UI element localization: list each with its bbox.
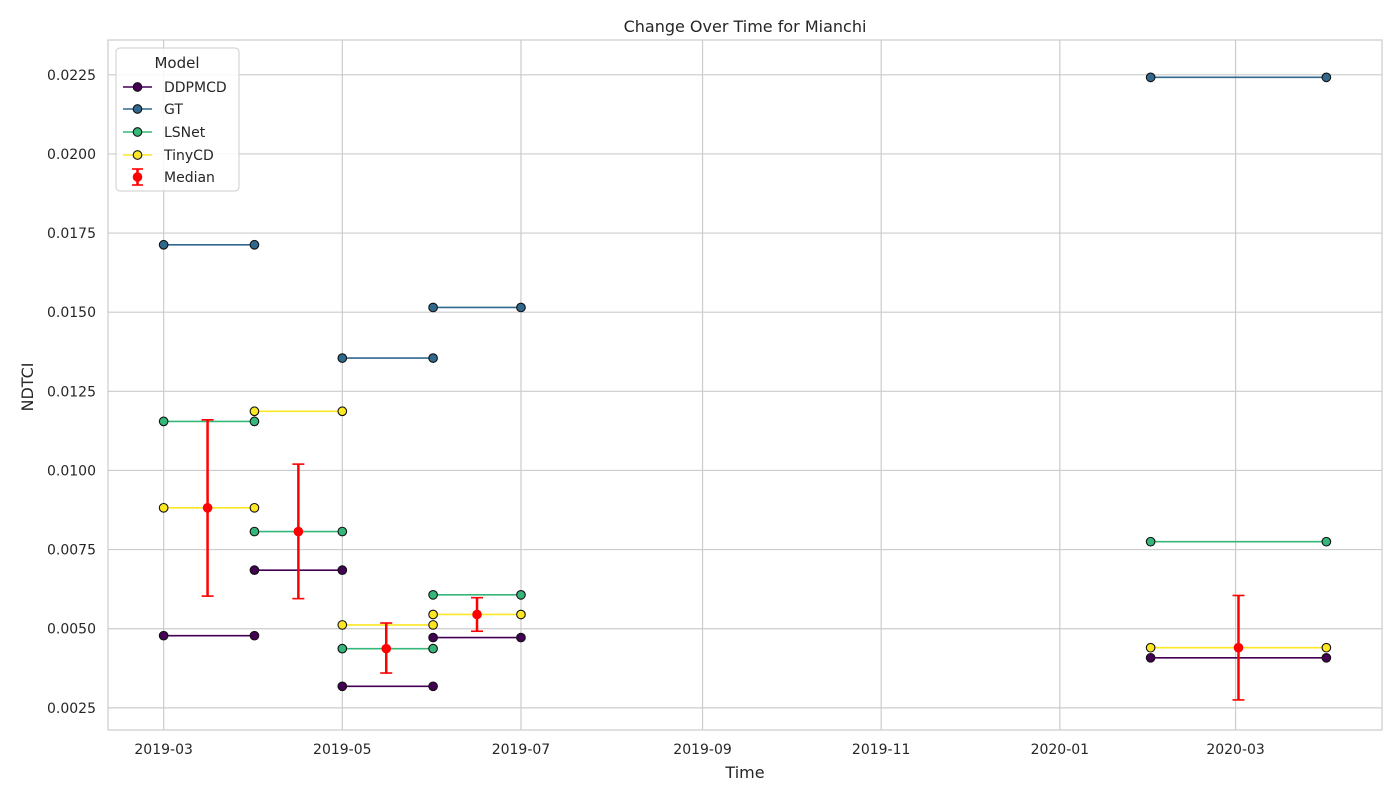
- median-errorbar: [201, 419, 214, 597]
- y-tick-label: 0.0125: [47, 384, 96, 400]
- legend-marker-gt: [132, 104, 143, 114]
- x-tick-label: 2020-01: [1031, 742, 1090, 758]
- series-tinycd: [158, 406, 1332, 653]
- lsnet-point: [158, 416, 169, 427]
- chart-title: Change Over Time for Mianchi: [624, 17, 867, 36]
- median-layer: [201, 419, 1245, 701]
- median-errorbar: [1232, 594, 1245, 701]
- tinycd-point: [516, 609, 526, 620]
- tinycd-point: [337, 620, 348, 630]
- lsnet-point: [428, 643, 438, 654]
- y-tick-label: 0.0025: [47, 701, 96, 717]
- ddpmcd-point: [428, 632, 438, 643]
- x-tick-label: 2019-07: [492, 742, 551, 758]
- median-point: [202, 503, 213, 513]
- legend-marker-median: [132, 172, 143, 182]
- y-tick-label: 0.0175: [47, 226, 96, 242]
- x-tick-label: 2019-05: [313, 742, 372, 758]
- legend-label-gt: GT: [164, 102, 183, 118]
- ddpmcd-point: [249, 565, 260, 576]
- legend: Model DDPMCD GT LSNet TinyCD Median: [115, 47, 240, 192]
- ddpmcd-point: [249, 630, 260, 641]
- legend-label-median: Median: [164, 170, 215, 186]
- legend-marker-ddpmcd: [132, 82, 143, 92]
- y-tick-label: 0.0225: [47, 68, 96, 84]
- y-axis-label: NDTCI: [18, 362, 37, 411]
- ddpmcd-point: [337, 565, 348, 576]
- legend-label-ddpmcd: DDPMCD: [164, 80, 227, 96]
- legend-label-lsnet: LSNet: [164, 125, 206, 141]
- x-tick-label: 2020-03: [1206, 742, 1265, 758]
- lsnet-point: [337, 643, 348, 654]
- legend-marker-tinycd: [132, 150, 143, 160]
- x-axis-label: Time: [724, 763, 764, 782]
- x-tick-label: 2019-09: [673, 742, 732, 758]
- ddpmcd-point: [1321, 652, 1332, 663]
- median-errorbar: [471, 596, 484, 633]
- lsnet-point: [428, 589, 438, 600]
- lsnet-point: [516, 589, 526, 600]
- lsnet-point: [249, 526, 260, 537]
- gt-point: [516, 302, 526, 313]
- ddpmcd-point: [1145, 652, 1156, 663]
- gt-point: [1321, 72, 1332, 83]
- legend-marker-lsnet: [132, 127, 143, 137]
- tinycd-point: [428, 609, 438, 620]
- tinycd-point: [1321, 642, 1332, 653]
- series-layer: [158, 72, 1332, 692]
- tinycd-point: [158, 502, 169, 513]
- lsnet-point: [249, 416, 260, 427]
- gt-point: [1145, 72, 1156, 83]
- lsnet-point: [1321, 536, 1332, 547]
- ddpmcd-point: [158, 630, 169, 641]
- series-lsnet: [158, 416, 1332, 654]
- median-point: [293, 526, 304, 537]
- tinycd-point: [249, 406, 260, 417]
- gt-point: [158, 239, 169, 250]
- grid: [108, 40, 1382, 730]
- tinycd-point: [337, 406, 348, 417]
- gt-point: [337, 353, 348, 363]
- legend-title: Model: [154, 54, 199, 72]
- tinycd-point: [428, 620, 438, 630]
- y-tick-label: 0.0200: [47, 147, 96, 163]
- ddpmcd-point: [337, 681, 348, 692]
- tinycd-point: [1145, 642, 1156, 653]
- y-tick-label: 0.0150: [47, 305, 96, 321]
- legend-label-tinycd: TinyCD: [163, 148, 214, 164]
- y-tick-label: 0.0050: [47, 622, 96, 638]
- median-point: [472, 609, 482, 620]
- lsnet-point: [1145, 536, 1156, 547]
- gt-point: [428, 353, 438, 363]
- median-point: [381, 643, 392, 654]
- x-tick-label: 2019-11: [852, 742, 911, 758]
- series-gt: [158, 72, 1332, 363]
- ddpmcd-point: [428, 681, 438, 692]
- y-tick-label: 0.0100: [47, 463, 96, 479]
- tinycd-point: [249, 502, 260, 513]
- gt-point: [249, 239, 260, 250]
- median-errorbar: [380, 622, 393, 674]
- x-tick-label: 2019-03: [134, 742, 193, 758]
- lsnet-point: [337, 526, 348, 537]
- ddpmcd-point: [516, 632, 526, 643]
- plot-frame: [107, 39, 1383, 731]
- tick-labels: 2019-03 2019-05 2019-07 2019-09 2019-11 2020-…: [47, 68, 1265, 758]
- median-point: [1233, 642, 1244, 653]
- median-errorbar: [292, 463, 305, 600]
- y-tick-label: 0.0075: [47, 543, 96, 559]
- gt-point: [428, 302, 438, 313]
